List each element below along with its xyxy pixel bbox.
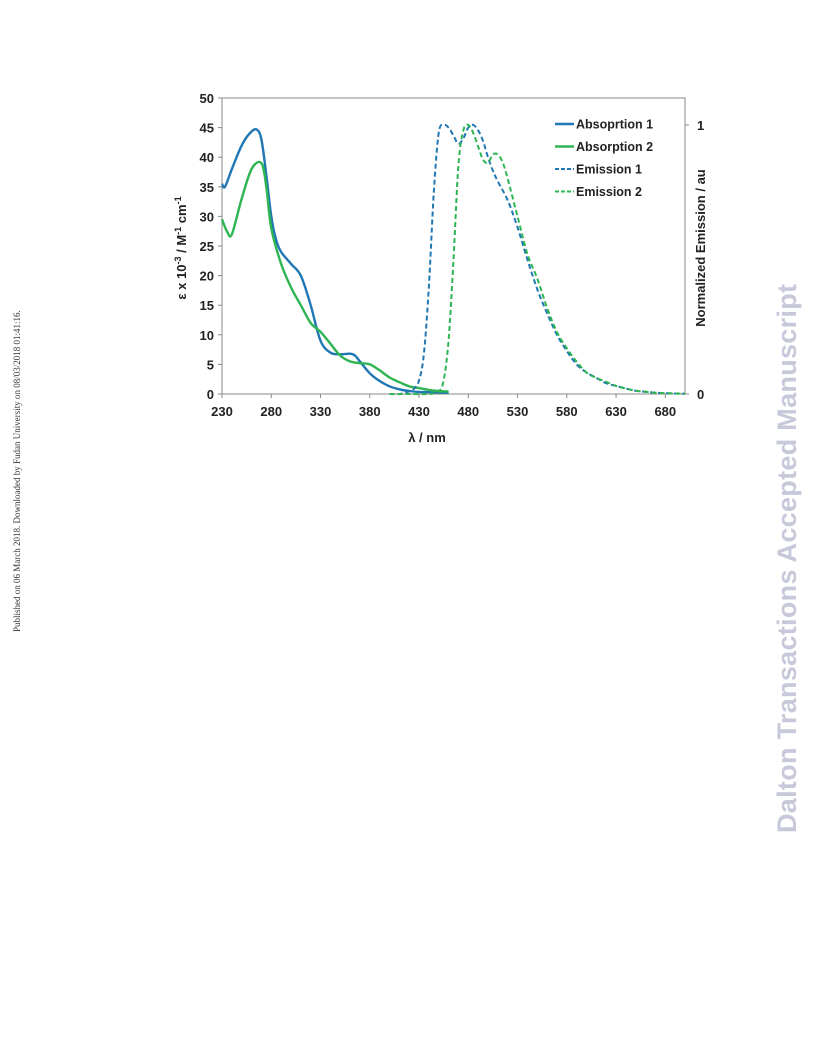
series-layer xyxy=(220,123,686,396)
y-left-tick-label: 30 xyxy=(200,209,214,224)
y-right-tick-label: 1 xyxy=(697,118,704,133)
y-left-tick-label: 25 xyxy=(200,239,214,254)
legend-label-1: Absoprtion 1 xyxy=(576,118,653,132)
y-left-tick-label: 50 xyxy=(200,91,214,106)
y-left-tick-label: 5 xyxy=(207,357,214,372)
y-left-tick-label: 40 xyxy=(200,150,214,165)
series-line-1 xyxy=(220,127,449,394)
legend-label-3: Emission 1 xyxy=(576,163,642,177)
x-tick-label: 680 xyxy=(654,404,676,419)
series-line-2 xyxy=(220,160,449,393)
x-tick-label: 430 xyxy=(408,404,430,419)
y-left-tick-label: 45 xyxy=(200,121,214,136)
y-left-tick-label: 35 xyxy=(200,180,214,195)
legend-label-4: Emission 2 xyxy=(576,185,642,199)
legend: Absoprtion 1 Absorption 2 Emission 1 Emissi… xyxy=(555,118,653,199)
x-axis-title: λ / nm xyxy=(408,430,446,445)
y-left-tick-label: 20 xyxy=(200,269,214,284)
series-line-4 xyxy=(389,123,686,396)
y-right-tick-label: 0 xyxy=(697,387,704,402)
y-axis-right-title: Normalized Emission / au xyxy=(693,169,708,327)
series-line-3 xyxy=(389,123,686,396)
y-left-tick-label: 0 xyxy=(207,387,214,402)
x-tick-label: 630 xyxy=(605,404,627,419)
x-tick-label: 330 xyxy=(310,404,332,419)
x-tick-label: 380 xyxy=(359,404,381,419)
x-tick-label: 580 xyxy=(556,404,578,419)
y-left-tick-label: 15 xyxy=(200,298,214,313)
x-tick-label: 230 xyxy=(211,404,233,419)
x-tick-label: 480 xyxy=(457,404,479,419)
tick-labels: 230 280 330 380 430 480 530 580 630 6800510152025… xyxy=(200,91,705,419)
x-tick-label: 530 xyxy=(507,404,529,419)
x-tick-label: 280 xyxy=(260,404,282,419)
y-axis-left-title: ε x 10-3 / M-1 cm-1 xyxy=(173,196,189,299)
legend-label-2: Absorption 2 xyxy=(576,140,653,154)
y-left-tick-label: 10 xyxy=(200,328,214,343)
